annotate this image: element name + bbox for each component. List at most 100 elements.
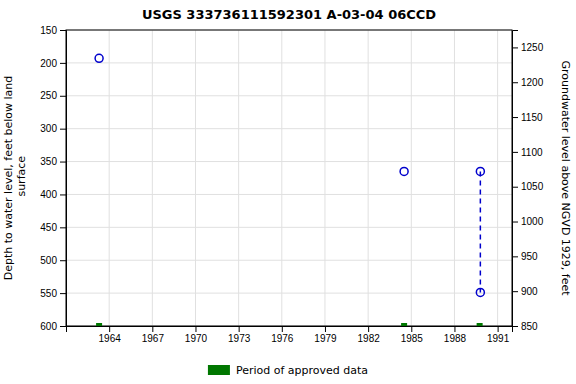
tick-label: 400 xyxy=(40,189,57,200)
tick: 1967 xyxy=(142,326,165,344)
tick: 900 xyxy=(512,286,538,297)
y-axis: 150 200 250 300 350 400 450 500 550 600 xyxy=(40,25,66,332)
grid-line-x xyxy=(368,30,369,326)
tick-label: 1979 xyxy=(314,333,337,344)
tick: 1976 xyxy=(271,326,294,344)
tick-mark xyxy=(109,326,110,332)
tick: 1250 xyxy=(512,42,544,53)
tick-mark xyxy=(60,293,66,294)
tick: 400 xyxy=(40,189,66,200)
tick-label: 900 xyxy=(521,286,538,297)
plot-frame xyxy=(66,30,512,326)
grid-line-x xyxy=(497,30,498,326)
tick-mark xyxy=(325,326,326,332)
tick-label: 1000 xyxy=(521,216,544,227)
grid xyxy=(66,30,512,326)
tick: 1982 xyxy=(358,326,381,344)
y-axis-title-line: surface xyxy=(15,156,28,200)
grid-line-x xyxy=(238,30,239,326)
tick: 200 xyxy=(40,58,66,69)
tick-label: 1050 xyxy=(521,181,544,192)
grid-line-x xyxy=(281,30,282,326)
y2-axis-line xyxy=(513,31,519,327)
tick-mark xyxy=(512,152,518,153)
grid-line-y xyxy=(66,62,512,63)
tick-label: 250 xyxy=(40,90,57,101)
y2-axis: 850900950100010501100115012001250 xyxy=(512,31,544,332)
tick-label: 150 xyxy=(40,25,57,36)
title: USGS 333736111592301 A-03-04 06CCD xyxy=(142,7,436,22)
tick-mark xyxy=(512,187,518,188)
tick-label: 1967 xyxy=(142,333,165,344)
tick-mark xyxy=(282,326,283,332)
grid-line-y xyxy=(66,161,512,162)
grid-line-x xyxy=(454,30,455,326)
tick: 450 xyxy=(40,222,66,233)
tick: 1150 xyxy=(512,112,543,123)
tick-mark xyxy=(60,326,66,327)
tick-label: 1970 xyxy=(185,333,208,344)
tick: 550 xyxy=(40,288,66,299)
point xyxy=(95,54,103,62)
x-axis: 1964 1967 1970 1973 1976 1979 1982 1985 1988 1991 xyxy=(67,326,513,344)
tick-label: 1250 xyxy=(521,42,544,53)
tick-mark xyxy=(195,326,196,332)
marks xyxy=(95,54,484,326)
tick: 1991 xyxy=(487,326,510,344)
tick-mark xyxy=(368,326,369,332)
tick-mark xyxy=(512,82,518,83)
legend: Period of approved data xyxy=(208,364,368,377)
tick-mark xyxy=(512,47,518,48)
tick-mark xyxy=(498,326,499,332)
grid-line-y xyxy=(66,293,512,294)
tick-label: 1991 xyxy=(487,333,510,344)
tick-mark xyxy=(152,326,153,332)
legend-item: Period of approved data xyxy=(208,364,368,377)
tick: 250 xyxy=(40,90,66,101)
tick: 1100 xyxy=(512,147,543,158)
tick: 1200 xyxy=(512,77,544,88)
tick-label: 1100 xyxy=(521,147,543,158)
grid-line-y xyxy=(66,260,512,261)
tick-label: 300 xyxy=(40,123,57,134)
tick: 350 xyxy=(40,156,66,167)
tick-mark xyxy=(512,222,518,223)
tick: 1985 xyxy=(401,326,424,344)
square-point xyxy=(96,323,102,326)
tick: 500 xyxy=(40,255,66,266)
chart: 1964 1967 1970 1973 1976 1979 1982 1985 1988 1991… xyxy=(0,0,576,384)
legend-label: Period of approved data xyxy=(236,364,368,377)
tick-label: 1976 xyxy=(271,333,294,344)
tick-label: 550 xyxy=(40,288,57,299)
legend-swatch xyxy=(208,365,230,375)
x-axis-line xyxy=(67,327,513,333)
grid-line-x xyxy=(152,30,153,326)
square-point xyxy=(477,323,483,326)
tick: 300 xyxy=(40,123,66,134)
tick-label: 1973 xyxy=(228,333,251,344)
tick-label: 350 xyxy=(40,156,57,167)
grid-line-y xyxy=(66,95,512,96)
tick-label: 500 xyxy=(40,255,57,266)
tick-mark xyxy=(512,326,518,327)
tick-label: 1964 xyxy=(99,333,122,344)
tick: 1964 xyxy=(99,326,122,344)
tick: 1979 xyxy=(314,326,337,344)
tick-mark xyxy=(411,326,412,332)
tick: 1050 xyxy=(512,181,544,192)
tick: 1988 xyxy=(444,326,467,344)
tick-mark xyxy=(60,162,66,163)
square-point xyxy=(401,323,407,326)
tick-mark xyxy=(60,96,66,97)
tick-mark xyxy=(60,194,66,195)
tick-label: 1200 xyxy=(521,77,544,88)
point xyxy=(400,167,408,175)
line xyxy=(480,171,482,292)
tick-mark xyxy=(60,129,66,130)
tick-mark xyxy=(60,227,66,228)
tick: 950 xyxy=(512,251,538,262)
y-axis-title: Depth to water level, feet below land su… xyxy=(2,76,28,281)
tick: 600 xyxy=(40,321,66,332)
tick-mark xyxy=(512,117,518,118)
grid-line-y xyxy=(66,128,512,129)
